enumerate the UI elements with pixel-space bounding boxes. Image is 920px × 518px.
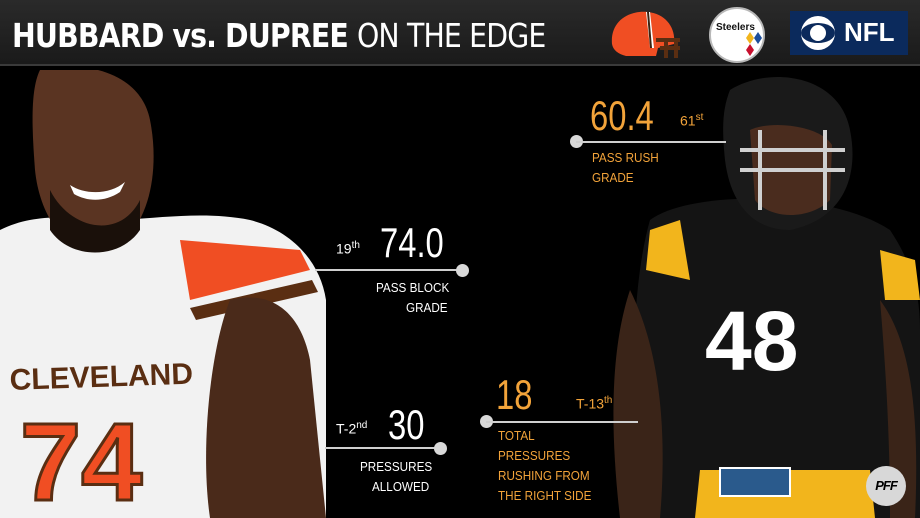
title-light: ON THE EDGE [356, 16, 546, 55]
total-pressures-rank: T-13th [576, 395, 612, 412]
header-bar: HUBBARD vs. DUPREE ON THE EDGE Steelers … [0, 0, 920, 66]
pressures-allowed-connector-line [325, 447, 440, 449]
pressures-allowed-connector-dot [434, 442, 447, 455]
total-pressures-label-line2: PRESSURES [498, 448, 571, 463]
total-pressures-label-line1: TOTAL [498, 428, 535, 443]
pass-rush-rank-suffix: st [695, 112, 704, 123]
player-dupree-photo: 48 [613, 77, 920, 518]
pass-block-label-line2: GRADE [406, 300, 448, 315]
pass-block-label-line1: PASS BLOCK [376, 280, 450, 295]
pass-block-connector-line [315, 269, 463, 271]
pass-block-rank: 19th [336, 240, 360, 257]
pressures-allowed-value: 30 [388, 401, 425, 448]
pass-rush-rank: 61st [680, 112, 703, 129]
network-label: NFL [844, 17, 895, 47]
cbs-eye-icon [801, 16, 835, 50]
pressures-allowed-rank: T-2nd [336, 420, 367, 437]
total-pressures-label-line4: THE RIGHT SIDE [498, 488, 592, 503]
network-logo: NFL [790, 11, 908, 55]
pass-rush-label-line1: PASS RUSH [592, 150, 659, 165]
pressures-allowed-label-line1: PRESSURES [360, 459, 433, 474]
pressures-allowed-rank-suffix: nd [356, 420, 368, 431]
pass-block-rank-number: 19 [336, 240, 352, 257]
svg-text:CLEVELAND: CLEVELAND [9, 358, 193, 397]
browns-helmet-icon [611, 11, 680, 58]
svg-text:Steelers: Steelers [716, 22, 755, 33]
pass-rush-grade-value: 60.4 [590, 92, 654, 139]
page-title: HUBBARD vs. DUPREE ON THE EDGE [12, 16, 546, 55]
pass-rush-rank-number: 61 [680, 112, 696, 129]
pressures-allowed-label-line2: ALLOWED [372, 479, 430, 494]
pass-block-connector-dot [456, 264, 469, 277]
steelers-logo-icon: Steelers [709, 7, 765, 63]
pass-block-grade-value: 74.0 [380, 219, 444, 266]
total-pressures-rank-suffix: th [604, 395, 613, 406]
player-hubbard-photo: CLEVELAND 74 [0, 70, 326, 518]
pressures-allowed-rank-number: T-2 [336, 420, 357, 437]
total-pressures-connector-line [486, 421, 638, 423]
pass-rush-label-line2: GRADE [592, 170, 634, 185]
total-pressures-label-line3: RUSHING FROM [498, 468, 590, 483]
pass-block-rank-suffix: th [351, 240, 360, 251]
svg-text:48: 48 [705, 294, 798, 388]
pff-watermark-logo: PFF [866, 466, 906, 506]
title-bold: HUBBARD vs. DUPREE [12, 16, 349, 55]
pass-rush-connector-line [576, 141, 726, 143]
svg-text:74: 74 [20, 401, 142, 518]
total-pressures-rank-number: T-13 [576, 395, 605, 412]
total-pressures-value: 18 [496, 371, 533, 418]
